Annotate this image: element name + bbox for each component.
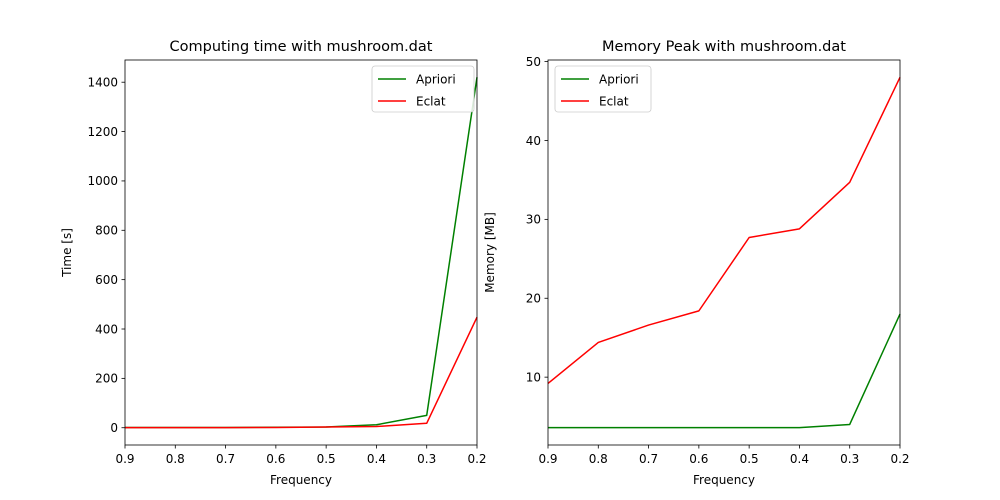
memory-chart-legend-label-apriori: Apriori — [599, 72, 639, 86]
memory-chart-series-eclat-line — [547, 77, 901, 385]
time-chart-x-tick-label: 0.6 — [266, 452, 285, 466]
time-chart-y-tick-label: 1000 — [87, 174, 118, 188]
memory-chart-x-tick-label: 0.3 — [840, 452, 859, 466]
time-chart-series-apriori-line — [125, 77, 478, 429]
time-chart-x-tick-label: 0.4 — [367, 452, 386, 466]
time-chart-y-tick-label: 1200 — [87, 125, 118, 139]
time-chart-legend: Apriori Eclat — [371, 65, 475, 113]
memory-chart-y-tick-label: 40 — [526, 134, 541, 148]
memory-chart-y-axis-label: Memory [MB] — [483, 212, 497, 293]
memory-chart: Memory Peak with mushroom.dat Frequency … — [483, 39, 910, 487]
memory-chart-legend: Apriori Eclat — [554, 65, 652, 113]
time-chart-y-tick-label: 1400 — [87, 76, 118, 90]
time-chart-y-tick-label: 800 — [95, 224, 118, 238]
memory-chart-y-tick-label: 20 — [526, 292, 541, 306]
memory-chart-y-tick-label: 10 — [526, 370, 541, 384]
time-chart-x-tick-label: 0.8 — [166, 452, 185, 466]
time-chart-y-tick-label: 600 — [95, 273, 118, 287]
time-chart-axes-frame — [124, 59, 478, 446]
memory-chart-x-tick-label: 0.2 — [890, 452, 909, 466]
time-chart-x-tick-label: 0.2 — [467, 452, 486, 466]
memory-chart-axes-frame — [547, 59, 901, 446]
time-chart-series-eclat-line — [125, 316, 478, 429]
memory-chart-y-tick-label: 30 — [526, 213, 541, 227]
memory-chart-x-axis-label: Frequency — [693, 473, 755, 487]
time-chart-y-axis-label: Time [s] — [60, 228, 74, 278]
time-chart-x-tick-label: 0.3 — [417, 452, 436, 466]
time-chart: Computing time with mushroom.dat Frequen… — [60, 39, 487, 487]
time-chart-x-tick-label: 0.9 — [115, 452, 134, 466]
time-chart-x-tick-label: 0.7 — [216, 452, 235, 466]
time-chart-legend-label-eclat: Eclat — [416, 94, 446, 108]
memory-chart-y-tick-label: 50 — [526, 55, 541, 69]
memory-chart-x-tick-label: 0.5 — [740, 452, 759, 466]
time-chart-title: Computing time with mushroom.dat — [170, 39, 433, 55]
memory-chart-x-tick-label: 0.6 — [689, 452, 708, 466]
time-chart-x-axis-label: Frequency — [270, 473, 332, 487]
memory-chart-x-tick-label: 0.7 — [639, 452, 658, 466]
time-chart-y-tick-label: 200 — [95, 372, 118, 386]
time-chart-y-tick-label: 0 — [110, 421, 118, 435]
time-chart-legend-label-apriori: Apriori — [416, 72, 456, 86]
memory-chart-legend-label-eclat: Eclat — [599, 94, 629, 108]
memory-chart-title: Memory Peak with mushroom.dat — [602, 39, 846, 55]
time-chart-y-tick-label: 400 — [95, 322, 118, 336]
memory-chart-x-tick-label: 0.4 — [790, 452, 809, 466]
memory-chart-series-apriori-line — [548, 313, 901, 429]
memory-chart-x-tick-label: 0.8 — [589, 452, 608, 466]
memory-chart-x-tick-label: 0.9 — [538, 452, 557, 466]
time-chart-x-tick-label: 0.5 — [317, 452, 336, 466]
